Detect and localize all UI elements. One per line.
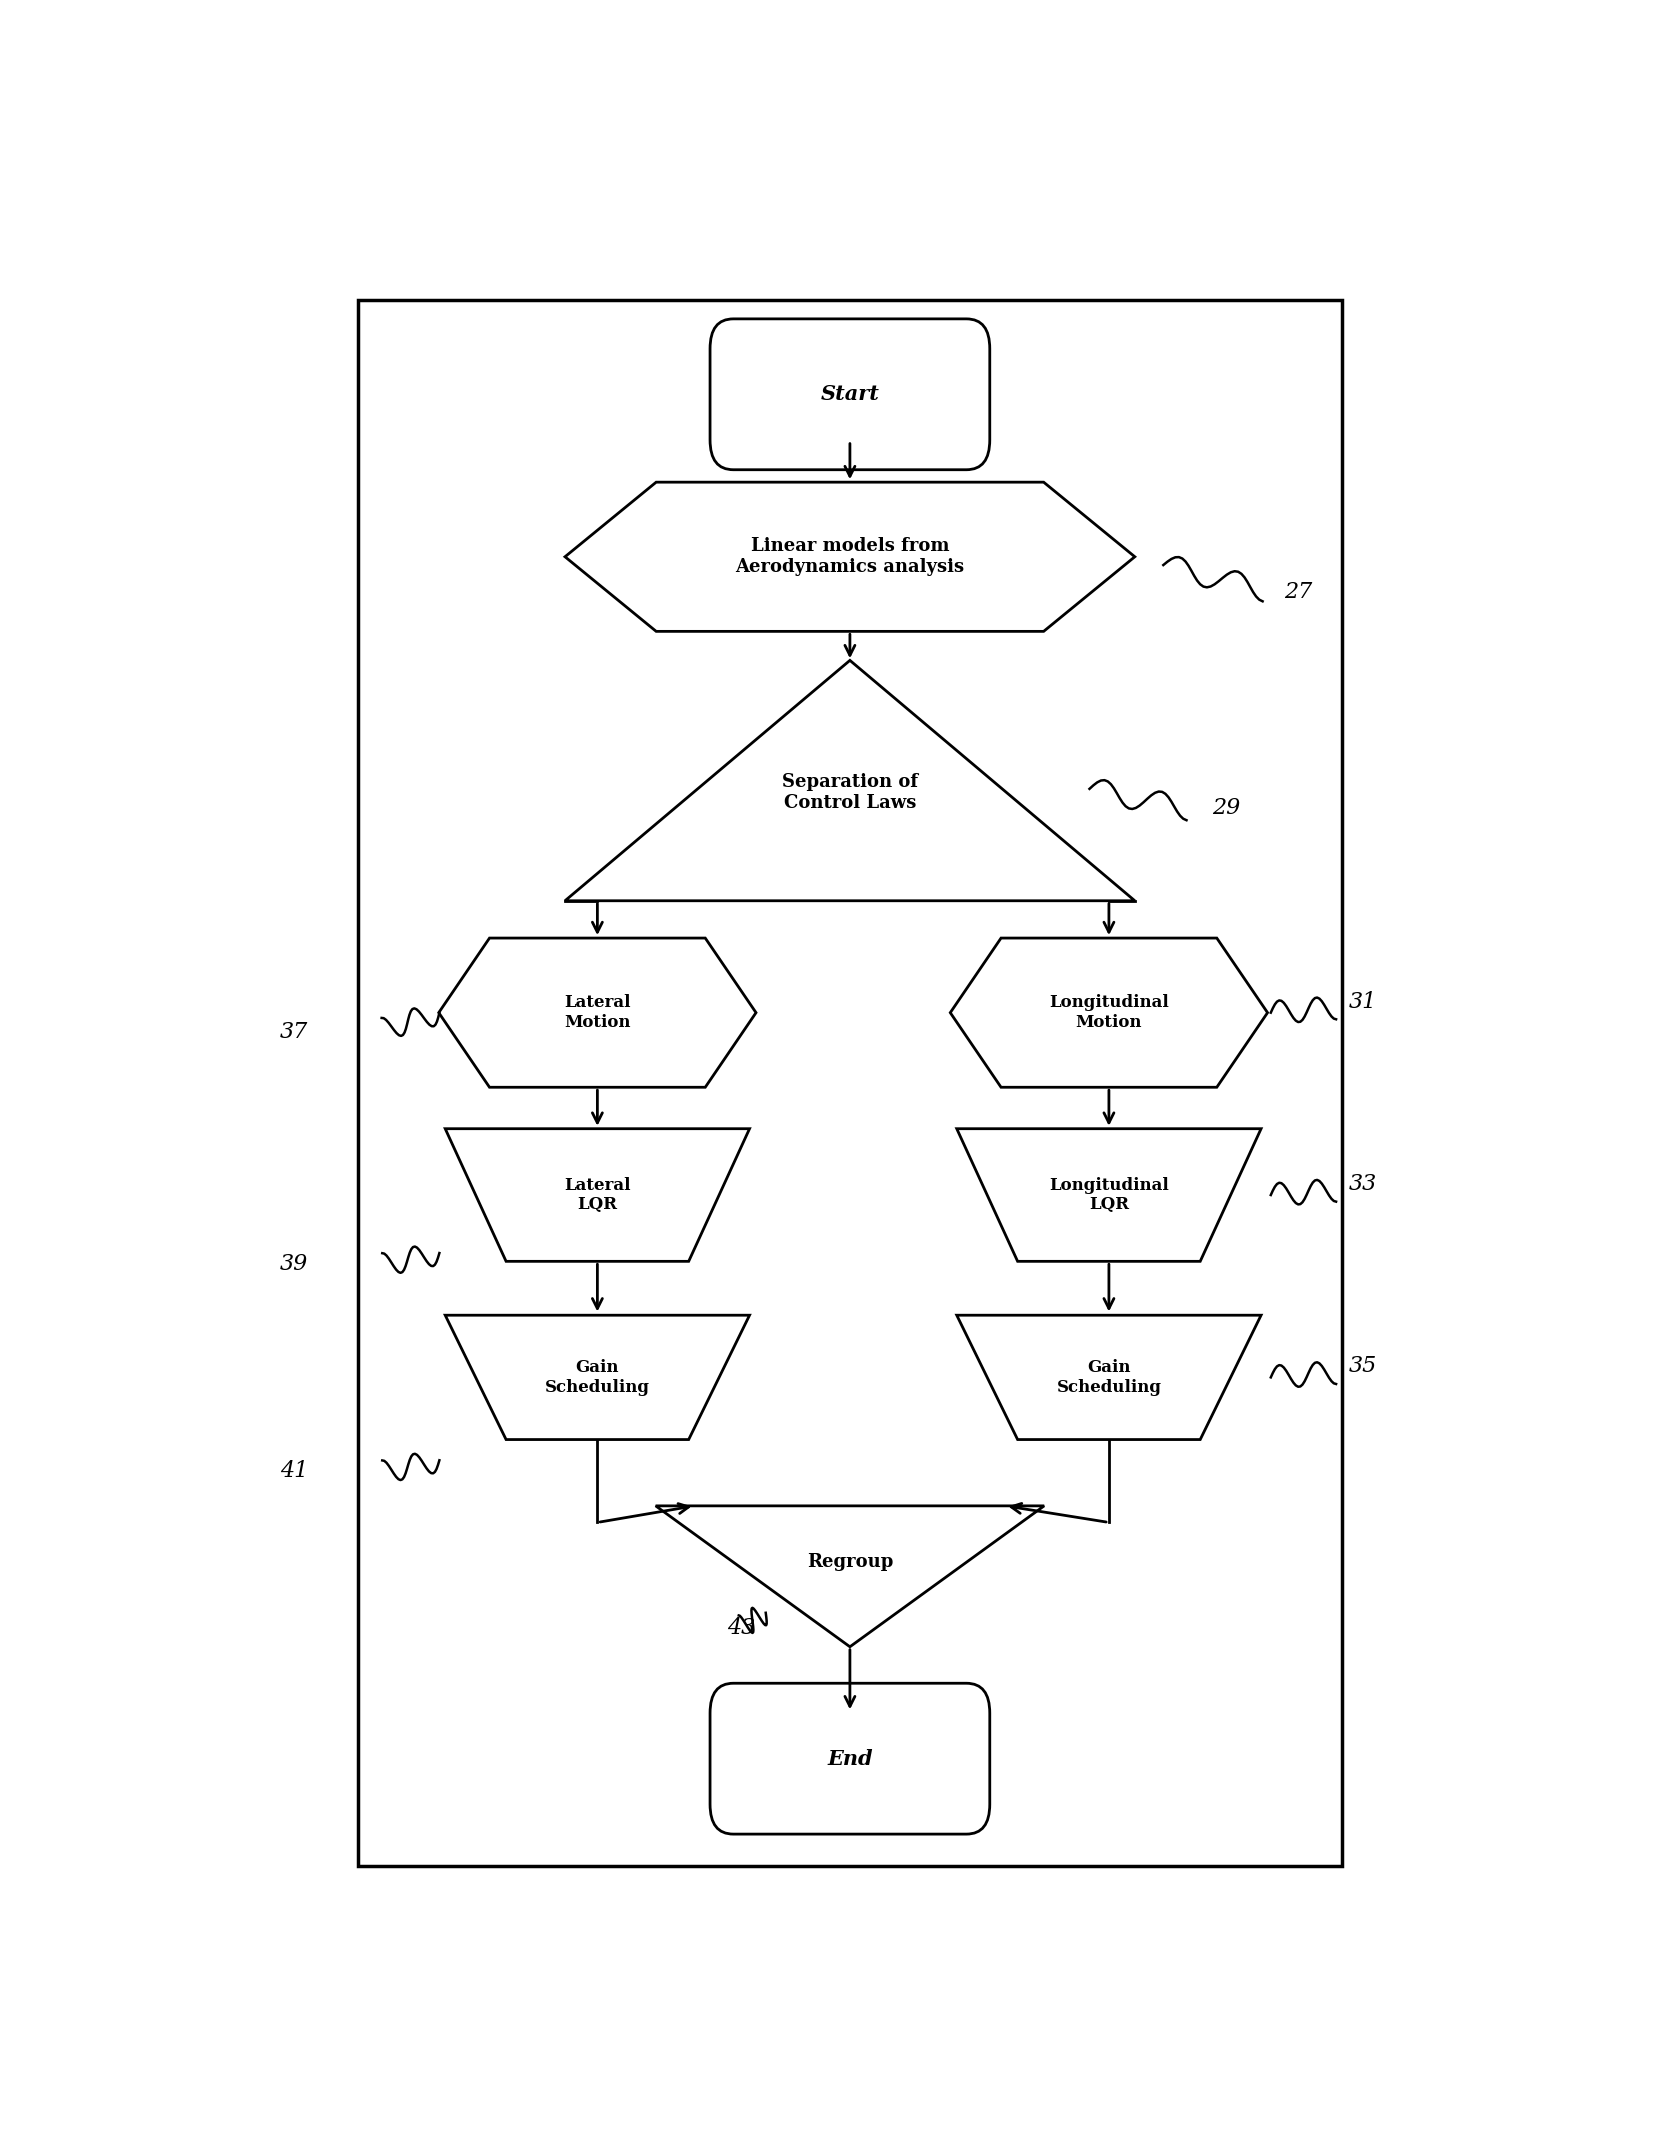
Text: Lateral
Motion: Lateral Motion [565,995,630,1031]
Polygon shape [655,1505,1044,1647]
Text: 35: 35 [1348,1356,1377,1378]
Text: 37: 37 [281,1021,309,1042]
Polygon shape [565,482,1135,631]
Text: Lateral
LQR: Lateral LQR [565,1178,630,1214]
Text: Gain
Scheduling: Gain Scheduling [1056,1359,1161,1395]
Polygon shape [565,661,1135,900]
Polygon shape [957,1128,1262,1262]
Text: Separation of
Control Laws: Separation of Control Laws [782,773,917,812]
Text: 27: 27 [1283,581,1312,603]
Text: Linear models from
Aerodynamics analysis: Linear models from Aerodynamics analysis [735,538,964,577]
Polygon shape [439,939,755,1087]
Text: Gain
Scheduling: Gain Scheduling [545,1359,650,1395]
Text: 33: 33 [1348,1173,1377,1195]
Text: Longitudinal
Motion: Longitudinal Motion [1049,995,1168,1031]
Polygon shape [957,1315,1262,1440]
Polygon shape [444,1315,750,1440]
FancyBboxPatch shape [710,319,989,469]
Text: 43: 43 [727,1617,755,1638]
FancyBboxPatch shape [710,1684,989,1834]
Text: End: End [827,1748,872,1768]
Text: 41: 41 [281,1460,309,1481]
Text: 31: 31 [1348,990,1377,1012]
Polygon shape [951,939,1268,1087]
Text: Longitudinal
LQR: Longitudinal LQR [1049,1178,1168,1214]
Bar [358,299,1342,1867]
Text: Regroup: Regroup [807,1552,892,1572]
Text: 39: 39 [281,1253,309,1275]
Text: Start: Start [820,383,879,405]
Polygon shape [444,1128,750,1262]
Text: 29: 29 [1213,797,1242,818]
